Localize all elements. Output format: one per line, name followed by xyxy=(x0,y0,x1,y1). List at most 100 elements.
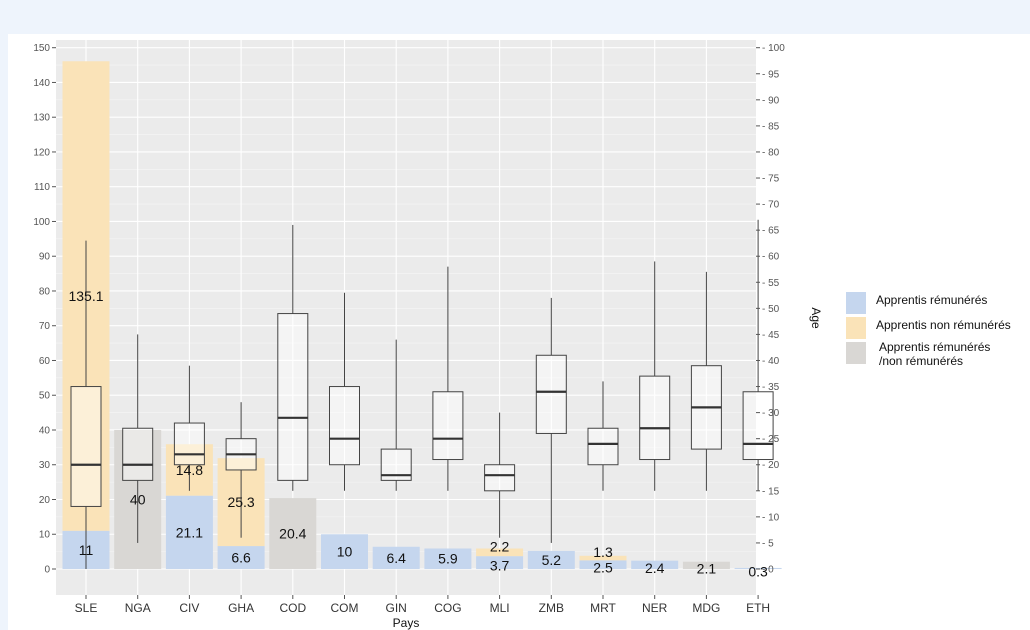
left-tick-label: 60 xyxy=(39,356,51,367)
left-tick-label: 110 xyxy=(34,182,50,193)
boxplot-COM xyxy=(329,292,360,491)
data-label: 2.4 xyxy=(645,560,665,576)
x-tick-label: MDG xyxy=(692,601,720,615)
box xyxy=(587,427,619,466)
x-tick-label: NGA xyxy=(125,601,151,615)
box xyxy=(742,391,774,461)
data-label: 25.3 xyxy=(227,494,254,510)
x-tick-label: COG xyxy=(434,601,461,615)
right-axis: - 0 - 5 - 10 - 15 - 20 - 25 - 30 - 35 - 40 - 45 - … xyxy=(756,43,785,576)
bar-CIV xyxy=(165,495,213,569)
legend-label: Apprentis rémunérés xyxy=(876,293,987,307)
bar-ETH xyxy=(734,567,782,569)
boxplot-MLI xyxy=(484,412,516,538)
boxplot-MDG xyxy=(690,271,722,491)
legend-item: Apprentis non rémunérés xyxy=(846,317,1011,339)
boxplot-NER xyxy=(639,261,671,491)
left-tick-label: 80 xyxy=(39,286,51,297)
x-tick-label: ZMB xyxy=(539,601,564,615)
data-label: 10 xyxy=(337,544,353,560)
right-tick-label: - 80 xyxy=(762,147,780,158)
bar-ZMB xyxy=(527,550,575,569)
left-tick-label: 120 xyxy=(33,147,50,158)
right-tick-label: - 20 xyxy=(762,460,780,471)
data-label: 1.3 xyxy=(593,544,613,560)
bar-MRT xyxy=(579,555,627,561)
right-tick-label: - 65 xyxy=(762,226,780,237)
box xyxy=(277,313,309,481)
legend: Apprentis rémunérés Apprentis non rémunér… xyxy=(846,292,1011,368)
bar-GHA xyxy=(217,546,265,569)
left-tick-label: 90 xyxy=(39,252,51,263)
data-label: 21.1 xyxy=(176,524,203,540)
right-tick-label: - 70 xyxy=(762,200,780,211)
right-tick-label: - 50 xyxy=(762,304,780,315)
legend-label: Apprentis rémunérés xyxy=(879,340,990,354)
left-tick-label: 30 xyxy=(39,460,51,471)
box xyxy=(484,464,516,492)
bar-COM xyxy=(321,534,368,569)
boxplot-COD xyxy=(277,224,309,491)
boxplot-GHA xyxy=(225,402,257,538)
legend-label: Apprentis non rémunérés xyxy=(876,318,1011,332)
x-tick-label: COD xyxy=(279,601,306,615)
bar-MLI xyxy=(476,548,524,557)
bar-GIN xyxy=(372,546,420,569)
data-label: 135.1 xyxy=(68,288,103,304)
right-tick-label: - 25 xyxy=(762,434,780,445)
data-label: 6.4 xyxy=(386,550,406,566)
left-tick-label: 100 xyxy=(33,217,50,228)
left-tick-label: 130 xyxy=(33,113,50,124)
right-tick-label: - 100 xyxy=(762,43,785,54)
x-tick-label: GHA xyxy=(228,601,254,615)
legend-label: /non rémunérés xyxy=(879,354,963,368)
x-tick-label: MLI xyxy=(490,601,510,615)
boxplot-SLE xyxy=(70,240,102,569)
x-tick-label: ETH xyxy=(746,601,770,615)
right-axis-title: Age xyxy=(809,307,823,329)
data-label: 40 xyxy=(130,491,146,507)
x-tick-label: NER xyxy=(642,601,668,615)
data-label: 0.3 xyxy=(748,563,768,579)
box xyxy=(122,427,154,481)
data-label: 2.1 xyxy=(697,560,717,576)
boxplot-COG xyxy=(432,266,464,491)
left-tick-label: 140 xyxy=(33,78,50,89)
left-tick-label: 150 xyxy=(33,43,50,54)
x-tick-label: MRT xyxy=(590,601,616,615)
boxplot-CIV xyxy=(173,365,205,491)
data-label: 2.5 xyxy=(593,560,613,576)
left-tick-label: 70 xyxy=(39,321,51,332)
legend-swatch xyxy=(846,292,866,314)
data-label: 14.8 xyxy=(176,462,203,478)
legend-swatch xyxy=(846,317,866,339)
boxplot-ZMB xyxy=(535,297,567,543)
left-band xyxy=(0,34,8,630)
right-tick-label: - 55 xyxy=(762,278,780,289)
left-tick-label: 0 xyxy=(44,565,50,576)
boxplot-ETH xyxy=(742,219,774,491)
right-tick-label: - 30 xyxy=(762,408,780,419)
data-label: 3.7 xyxy=(490,558,510,574)
data-labels: 11 135.1 40 21.1 14.8 6.6 25.3 20.4 10 6.4 5.9 3.7 2… xyxy=(68,288,768,579)
box xyxy=(70,386,102,507)
right-tick-label: - 90 xyxy=(762,95,780,106)
bar-MLI xyxy=(476,556,524,569)
data-label: 6.6 xyxy=(231,550,251,566)
x-tick-label: GIN xyxy=(386,601,407,615)
right-tick-label: - 35 xyxy=(762,382,780,393)
bar-MDG xyxy=(682,561,730,569)
right-tick-label: - 95 xyxy=(762,69,780,80)
data-label: 5.9 xyxy=(438,551,458,567)
x-tick-label: CIV xyxy=(179,601,199,615)
right-tick-label: - 5 xyxy=(762,538,774,549)
bar-MRT xyxy=(579,560,627,569)
bar-COG xyxy=(424,548,472,569)
top-band xyxy=(0,0,1030,34)
boxplot-GIN xyxy=(380,339,412,491)
right-tick-label: - 85 xyxy=(762,121,780,132)
data-label: 5.2 xyxy=(542,552,562,568)
left-tick-label: 20 xyxy=(39,495,51,506)
bar-NER xyxy=(631,560,679,569)
right-tick-label: - 75 xyxy=(762,174,780,185)
